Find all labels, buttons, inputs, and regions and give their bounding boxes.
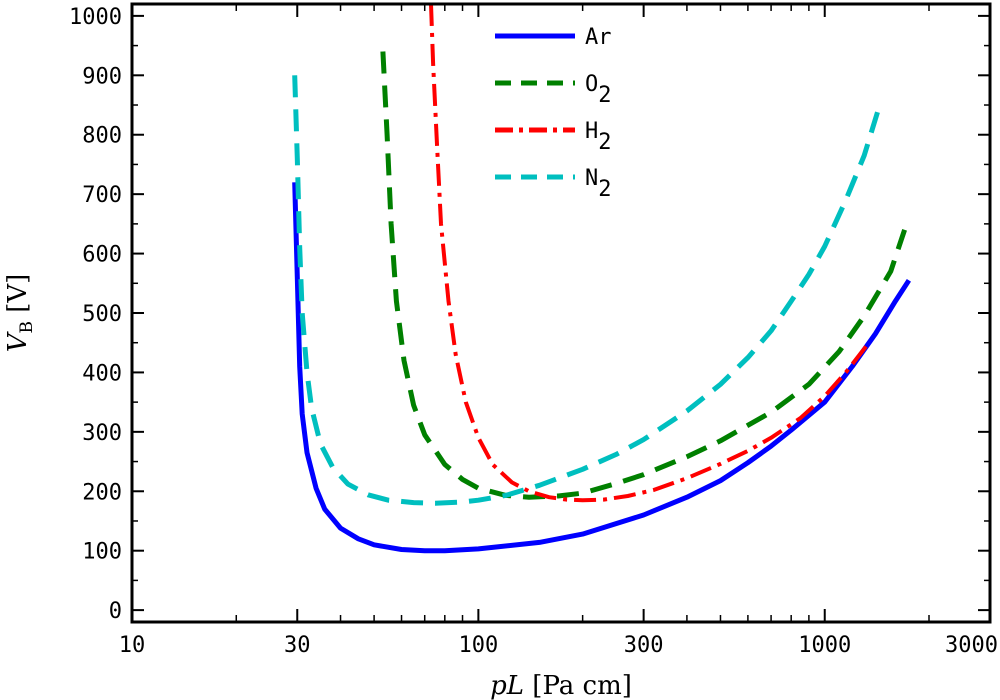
y-tick-label: 600 — [82, 243, 122, 268]
y-tick-label: 900 — [82, 64, 122, 89]
legend-label-h2: H2 — [585, 119, 612, 155]
legend-label-n2: N2 — [585, 166, 612, 202]
legend-label-ar: Ar — [585, 25, 612, 50]
y-tick-label: 1000 — [69, 5, 122, 30]
y-tick-label: 700 — [82, 183, 122, 208]
series-line-ar — [292, 182, 911, 554]
series-layer — [292, 3, 911, 554]
x-axis-title: pL [Pa cm] — [490, 671, 632, 700]
legend-label-o2: O2 — [585, 72, 612, 108]
x-tick-label: 300 — [624, 633, 664, 658]
y-axis-title: VB [V] — [3, 274, 37, 353]
y-tick-label: 0 — [109, 599, 122, 624]
plot-frame — [130, 2, 992, 624]
y-tick-label: 300 — [82, 421, 122, 446]
y-tick-label: 500 — [82, 302, 122, 327]
x-tick-label: 100 — [458, 633, 498, 658]
y-axis-title-var: V — [3, 331, 33, 352]
y-tick-label: 400 — [82, 361, 122, 386]
x-tick-label: 3000 — [945, 633, 998, 658]
series-line-n2 — [292, 75, 880, 506]
y-tick-label: 100 — [82, 540, 122, 565]
x-tick-label: 10 — [119, 633, 146, 658]
x-tick-label: 30 — [284, 633, 311, 658]
y-axis-title-subscript: B — [17, 321, 37, 334]
y-tick-label: 200 — [82, 480, 122, 505]
x-axis-title-unit: [Pa cm] — [524, 671, 632, 700]
x-axis-title-var: pL — [490, 671, 524, 700]
y-tick-label: 800 — [82, 124, 122, 149]
x-tick-label: 1000 — [798, 633, 851, 658]
series-line-h2 — [429, 3, 872, 503]
tick-layer: 0 100 200 300 400 500 600 700 800 900 1000 10 30 100 3… — [69, 4, 998, 658]
y-axis-title-unit: [V] — [3, 274, 33, 321]
legend: Ar O2 H2 N2 — [495, 25, 612, 202]
series-line-o2 — [380, 51, 907, 500]
